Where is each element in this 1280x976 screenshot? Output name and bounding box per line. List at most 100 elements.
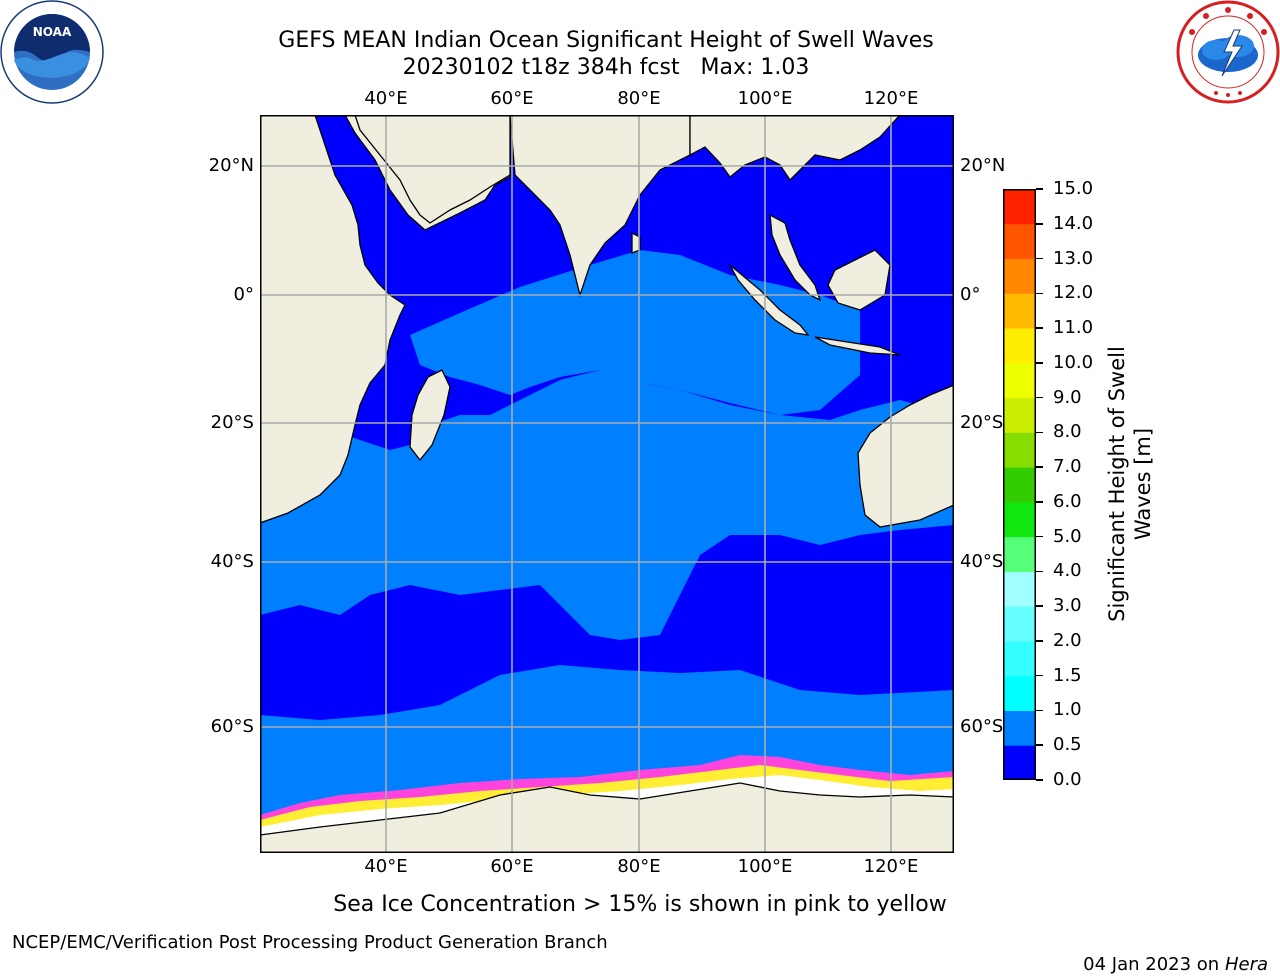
lon-tick-top-60e: 60°E [490,88,534,109]
colorbar-tick-mark [1036,640,1043,642]
lat-tick-left-20n: 20°N [208,155,254,176]
colorbar-label-line2: Waves [m] [1131,427,1155,541]
lat-tick-left-40s: 40°S [210,551,254,572]
colorbar-tick-mark [1036,431,1043,434]
footer-date: 04 Jan 2023 on [1083,954,1225,975]
map-frame [260,115,954,853]
land-antarctica [260,782,954,853]
lon-tick-bottom-100e: 100°E [737,856,793,877]
colorbar-tick-mark [1036,362,1043,364]
colorbar-tick-mark [1036,466,1043,468]
colorbar-segment-1 [1003,710,1036,746]
colorbar-segment-3 [1003,640,1036,677]
footer-machine: Hera [1224,954,1268,975]
colorbar-tick-mark [1036,396,1043,399]
lon-tick-bottom-60e: 60°E [490,856,534,877]
lon-tick-bottom-40e: 40°E [364,856,408,877]
colorbar-segment-14 [1003,258,1036,294]
colorbar-tick-mark [1036,501,1043,503]
colorbar-segment-12 [1003,328,1036,364]
svg-text:NOAA: NOAA [33,25,72,39]
colorbar-tick-label: 14.0 [1053,212,1094,234]
land-australia [857,384,954,528]
colorbar-tick-label: 0.0 [1053,769,1082,790]
colorbar-tick-mark [1036,744,1043,746]
lon-tick-top-40e: 40°E [364,88,408,109]
land-india [509,115,691,298]
colorbar-tick-label: 9.0 [1053,386,1082,408]
colorbar-tick-label: 0.5 [1053,734,1082,756]
colorbar-tick-mark [1036,223,1043,225]
colorbar-tick-label: 4.0 [1053,560,1082,582]
colorbar-segment-8 [1003,467,1036,503]
land-africa [260,115,511,524]
lat-tick-left-20s: 20°S [210,412,254,433]
colorbar-tick-mark [1036,674,1043,677]
colorbar-tick-mark [1036,327,1043,329]
land-sumatra [729,264,810,336]
colorbar-tick-label: 1.5 [1053,664,1082,686]
colorbar-tick-mark [1036,709,1043,712]
colorbar-tick-mark [1036,570,1043,573]
colorbar-tick-label: 11.0 [1053,317,1094,339]
nws-logo [1176,0,1280,104]
sea-ice-note: Sea Ice Concentration > 15% is shown in … [333,892,947,917]
colorbar-tick-label: 12.0 [1053,282,1094,304]
colorbar-label-line1: Significant Height of Swell [1105,346,1129,622]
lon-tick-top-80e: 80°E [617,88,661,109]
colorbar-segment-4 [1003,606,1036,642]
colorbar-segment-2 [1003,675,1036,711]
lat-tick-right-20s: 20°S [960,412,1004,433]
colorbar-tick-label: 7.0 [1053,456,1082,478]
colorbar-tick-label: 1.0 [1053,699,1082,721]
swell-height-map [260,115,954,853]
colorbar-tick-mark [1036,188,1043,190]
colorbar-tick-label: 10.0 [1053,351,1094,373]
lat-tick-left-0: 0° [233,284,254,305]
chart-subtitle: 20230102 t18z 384h fcst Max: 1.03 [402,55,810,80]
lon-tick-top-100e: 100°E [737,88,793,109]
land-java [814,336,901,356]
lat-tick-right-20n: 20°N [960,155,1006,176]
colorbar-segment-9 [1003,432,1036,468]
footer-right: 04 Jan 2023 on Hera [1072,932,1268,976]
colorbar-tick-label: 6.0 [1053,490,1082,512]
noaa-logo: NOAA [0,0,104,104]
colorbar-segment-11 [1003,362,1036,399]
colorbar-tick-label: 13.0 [1053,247,1094,269]
colorbar-tick-label: 3.0 [1053,595,1082,617]
colorbar-segment-5 [1003,571,1036,607]
lat-tick-left-60s: 60°S [210,716,254,737]
colorbar-tick-mark [1036,779,1043,781]
colorbar-segment-15 [1003,223,1036,260]
land-sri-lanka [631,231,641,254]
lat-tick-right-40s: 40°S [960,551,1004,572]
lon-tick-bottom-120e: 120°E [863,856,919,877]
lon-tick-bottom-80e: 80°E [617,856,661,877]
land-madagascar [409,369,451,462]
colorbar-tick-mark [1036,292,1043,295]
colorbar-segment-6 [1003,536,1036,572]
colorbar-tick-label: 8.0 [1053,421,1082,443]
colorbar-tick-label: 15.0 [1053,178,1094,199]
colorbar-segment-7 [1003,501,1036,538]
colorbar-segment-10 [1003,397,1036,433]
colorbar-tick-mark [1036,605,1043,607]
colorbar-segment-13 [1003,293,1036,329]
colorbar-tick-label: 5.0 [1053,525,1082,547]
colorbar [1003,189,1036,780]
colorbar-segment-0 [1003,745,1036,780]
land-southeast-asia [689,115,901,302]
chart-title: GEFS MEAN Indian Ocean Significant Heigh… [278,28,934,53]
colorbar-tick-mark [1036,257,1043,260]
colorbar-frame [1003,189,1036,780]
colorbar-segment-16 [1003,189,1036,225]
lon-tick-top-120e: 120°E [863,88,919,109]
colorbar-label: Significant Height of Swell Waves [m] [1104,274,1156,694]
lat-tick-right-60s: 60°S [960,716,1004,737]
footer-left: NCEP/EMC/Verification Post Processing Pr… [12,932,608,953]
land-arabia [354,115,511,224]
colorbar-tick-mark [1036,535,1043,538]
lat-tick-right-0: 0° [960,284,981,305]
colorbar-tick-label: 2.0 [1053,629,1082,651]
